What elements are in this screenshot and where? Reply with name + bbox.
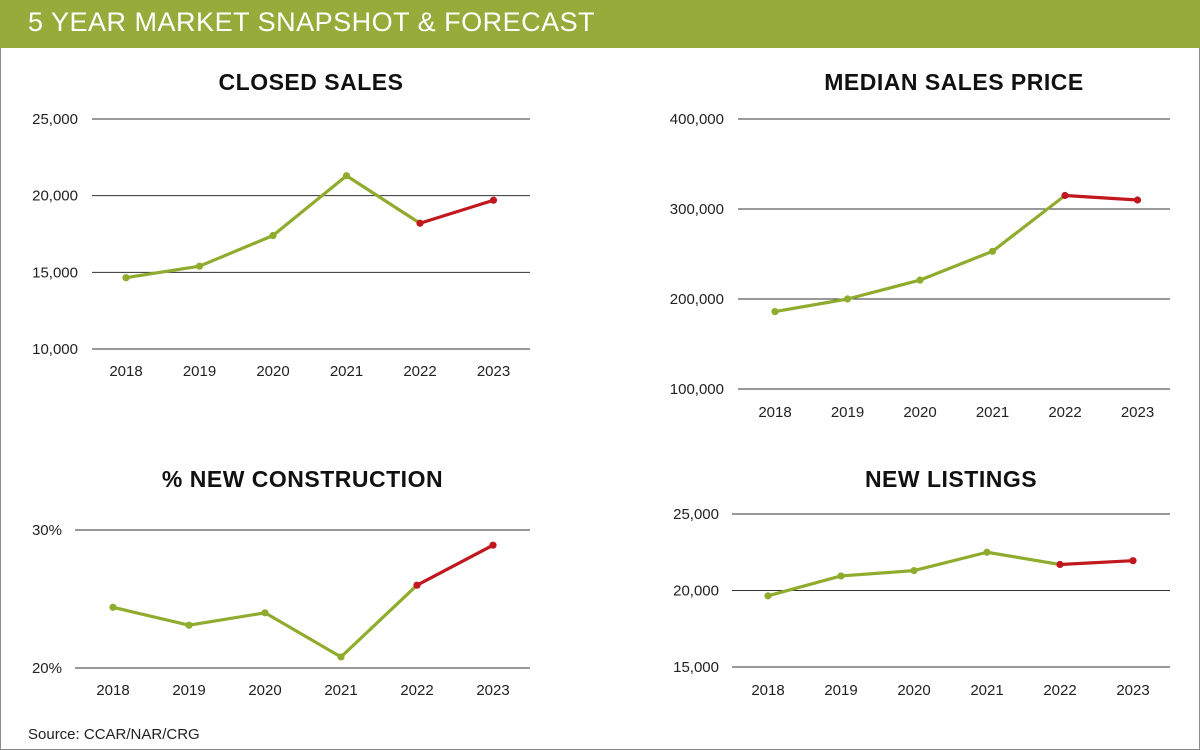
data-point [843, 295, 852, 303]
series-line-forecast [415, 543, 495, 587]
series-line-actual [111, 583, 419, 659]
series-line-actual [124, 174, 422, 280]
chart-svg-new-listings: NEW LISTINGS 15,000 20,000 25,000 2018 2019 20… [673, 466, 1170, 699]
chart-svg-closed-sales: CLOSED SALES 10,000 15,000 20,000 25,000 2018… [32, 69, 530, 380]
chart-svg-median-sales-price: MEDIAN SALES PRICE 100,000 200,000 300,000 4… [670, 69, 1170, 421]
x-tick-label: 2021 [976, 404, 1009, 421]
data-point [122, 274, 130, 282]
chart-median-sales-price: MEDIAN SALES PRICE 100,000 200,000 300,000 4… [600, 60, 1200, 430]
series-line-forecast [1063, 193, 1140, 202]
y-tick-label: 20,000 [673, 583, 719, 600]
y-tick-label: 200,000 [670, 291, 724, 308]
y-tick-label: 25,000 [32, 111, 78, 128]
x-tick-label: 2021 [324, 682, 357, 699]
data-point [1129, 557, 1137, 565]
x-tick-label: 2018 [751, 682, 784, 699]
y-tick-label: 25,000 [673, 506, 719, 523]
x-tick-label: 2023 [1116, 682, 1149, 699]
y-tick-label: 20% [32, 660, 62, 677]
data-point [489, 196, 498, 204]
data-point [195, 262, 204, 270]
data-point [269, 231, 277, 240]
data-point [764, 592, 772, 600]
data-point [413, 581, 421, 589]
series-line-forecast [418, 198, 496, 225]
x-tick-label: 2020 [897, 682, 930, 699]
x-tick-label: 2023 [1121, 404, 1154, 421]
series-line-forecast [1058, 559, 1135, 567]
data-point [416, 219, 424, 227]
y-tick-label: 15,000 [32, 264, 78, 281]
x-tick-label: 2020 [903, 404, 936, 421]
x-tick-label: 2019 [824, 682, 857, 699]
x-tick-label: 2019 [172, 682, 205, 699]
data-point [109, 603, 117, 611]
x-tick-label: 2022 [1043, 682, 1076, 699]
chart-new-construction: % NEW CONSTRUCTION 20% 30% 2018 2019 2020 2021… [0, 455, 600, 705]
x-tick-label: 2022 [403, 363, 436, 380]
x-tick-label: 2019 [831, 404, 864, 421]
data-point [837, 572, 845, 580]
data-point [771, 308, 779, 316]
data-point [916, 276, 924, 284]
y-tick-label: 15,000 [673, 659, 719, 676]
chart-closed-sales: CLOSED SALES 10,000 15,000 20,000 25,000 2018… [0, 60, 600, 400]
y-tick-label: 100,000 [670, 381, 724, 398]
data-point [489, 541, 497, 549]
x-tick-label: 2021 [330, 363, 363, 380]
data-point [185, 621, 193, 629]
x-tick-label: 2020 [256, 363, 289, 380]
x-tick-label: 2020 [248, 682, 281, 699]
y-tick-label: 300,000 [670, 201, 724, 218]
y-tick-label: 10,000 [32, 341, 78, 358]
x-tick-label: 2022 [1048, 404, 1081, 421]
x-tick-label: 2019 [183, 363, 216, 380]
chart-title: NEW LISTINGS [865, 466, 1037, 492]
chart-title: MEDIAN SALES PRICE [824, 69, 1083, 95]
x-tick-label: 2022 [400, 682, 433, 699]
data-point [1056, 560, 1064, 569]
chart-title: CLOSED SALES [219, 69, 404, 95]
y-tick-label: 20,000 [32, 188, 78, 205]
data-point [983, 548, 991, 556]
data-point [342, 172, 351, 180]
data-point [337, 653, 345, 661]
chart-svg-new-construction: % NEW CONSTRUCTION 20% 30% 2018 2019 2020 2021… [32, 466, 530, 699]
chart-title: % NEW CONSTRUCTION [162, 466, 443, 492]
y-tick-label: 30% [32, 522, 62, 539]
source-note: Source: CCAR/NAR/CRG [28, 726, 200, 743]
x-tick-label: 2018 [758, 404, 791, 421]
data-point [1133, 196, 1142, 204]
x-tick-label: 2023 [477, 363, 510, 380]
x-tick-label: 2023 [476, 682, 509, 699]
chart-new-listings: NEW LISTINGS 15,000 20,000 25,000 2018 2019 20… [600, 455, 1200, 705]
header-banner: 5 YEAR MARKET SNAPSHOT & FORECAST [0, 0, 1200, 48]
data-point [1061, 191, 1069, 200]
data-point [988, 247, 997, 255]
data-point [261, 609, 269, 617]
y-tick-label: 400,000 [670, 111, 724, 128]
x-tick-label: 2021 [970, 682, 1003, 699]
x-tick-label: 2018 [96, 682, 129, 699]
data-point [910, 567, 918, 575]
series-line-actual [773, 193, 1067, 314]
page-title: 5 YEAR MARKET SNAPSHOT & FORECAST [28, 7, 596, 37]
x-tick-label: 2018 [109, 363, 142, 380]
